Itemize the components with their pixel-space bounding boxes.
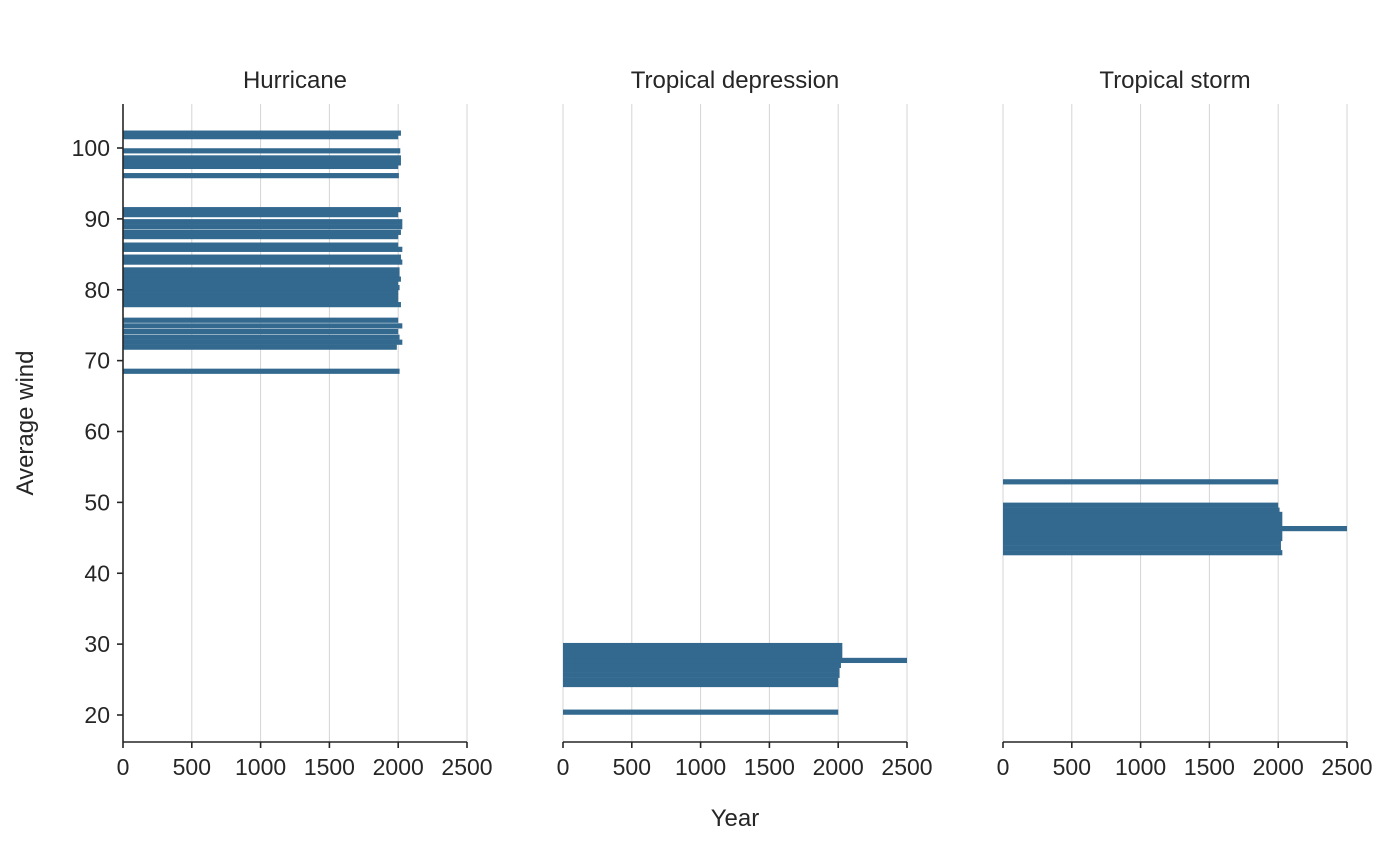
bar <box>1003 535 1283 542</box>
facet-title: Tropical depression <box>631 67 840 94</box>
y-tick-label: 60 <box>84 419 110 445</box>
bar <box>123 233 399 240</box>
bar <box>1003 521 1283 527</box>
bar <box>563 672 840 678</box>
bar <box>1003 511 1283 518</box>
y-tick-label: 100 <box>72 135 110 161</box>
x-tick-label: 0 <box>117 754 130 780</box>
bar <box>123 368 400 374</box>
bar <box>123 317 399 323</box>
bar <box>123 259 403 265</box>
x-tick-label: 500 <box>613 754 651 780</box>
bar <box>563 709 839 715</box>
bar <box>1003 550 1283 556</box>
bar <box>563 652 843 659</box>
facet-title: Tropical storm <box>1099 67 1250 94</box>
x-tick-label: 2500 <box>881 754 932 780</box>
bar <box>123 207 401 213</box>
bar <box>1003 516 1283 522</box>
bar <box>123 242 399 248</box>
bar <box>1003 525 1347 532</box>
bar <box>1003 530 1283 537</box>
bar <box>123 297 399 303</box>
y-tick-label: 20 <box>84 702 110 728</box>
bar <box>123 289 399 295</box>
bar <box>123 280 399 286</box>
y-tick-label: 90 <box>84 206 110 232</box>
x-tick-label: 2000 <box>373 754 424 780</box>
facet-panel: Tropical depression 0 500 1000 1500 2000 2500 <box>557 67 933 780</box>
bar <box>563 642 843 649</box>
x-tick-label: 1000 <box>675 754 726 780</box>
bar <box>563 667 840 673</box>
facet-title: Hurricane <box>243 67 347 94</box>
bar <box>1003 502 1279 508</box>
bar <box>123 334 400 340</box>
bar <box>123 267 400 273</box>
bar <box>1003 479 1279 485</box>
bar <box>123 134 399 140</box>
bar <box>123 212 399 218</box>
x-tick-label: 1500 <box>1184 754 1235 780</box>
facet-panel: Hurricane 0 500 1000 1500 2000 2500 20 30 40 50 60 7… <box>72 67 493 780</box>
x-tick-label: 1000 <box>235 754 286 780</box>
bar <box>123 130 401 136</box>
x-axis-title: Year <box>711 805 760 832</box>
bar <box>123 285 400 291</box>
x-tick-label: 500 <box>173 754 211 780</box>
x-tick-label: 0 <box>997 754 1010 780</box>
x-tick-label: 2000 <box>1253 754 1304 780</box>
bar <box>123 160 401 166</box>
y-axis-title: Average wind <box>12 351 39 496</box>
bar <box>123 293 399 299</box>
bar <box>123 302 401 308</box>
facet-panel: Tropical storm 0 500 1000 1500 2000 2500 <box>997 67 1373 780</box>
x-tick-label: 1500 <box>304 754 355 780</box>
y-tick-label: 50 <box>84 489 110 515</box>
bar <box>563 681 839 688</box>
x-tick-label: 1500 <box>744 754 795 780</box>
y-tick-label: 30 <box>84 631 110 657</box>
x-tick-label: 1000 <box>1115 754 1166 780</box>
x-tick-label: 0 <box>557 754 570 780</box>
y-tick-label: 70 <box>84 348 110 374</box>
bar <box>123 323 403 329</box>
bar <box>563 647 843 654</box>
y-tick-label: 80 <box>84 277 110 303</box>
bar <box>123 224 403 230</box>
bar <box>123 272 400 278</box>
x-tick-label: 2500 <box>1321 754 1372 780</box>
x-tick-label: 2500 <box>441 754 492 780</box>
bar <box>123 328 399 335</box>
bar <box>123 155 401 161</box>
bar <box>123 246 403 252</box>
bar <box>123 163 399 170</box>
bar <box>123 229 401 235</box>
bar <box>563 677 839 683</box>
bar <box>1003 545 1281 551</box>
bar <box>563 657 907 664</box>
bar <box>123 148 401 154</box>
bar <box>123 344 397 350</box>
y-tick-label: 40 <box>84 560 110 586</box>
bar <box>123 173 399 179</box>
x-tick-label: 500 <box>1053 754 1091 780</box>
bar <box>563 662 841 668</box>
bar <box>123 276 401 282</box>
bar <box>123 254 401 260</box>
x-tick-label: 2000 <box>813 754 864 780</box>
bar <box>123 339 403 345</box>
bar <box>1003 507 1280 513</box>
bar <box>1003 540 1281 546</box>
bar <box>123 219 403 225</box>
